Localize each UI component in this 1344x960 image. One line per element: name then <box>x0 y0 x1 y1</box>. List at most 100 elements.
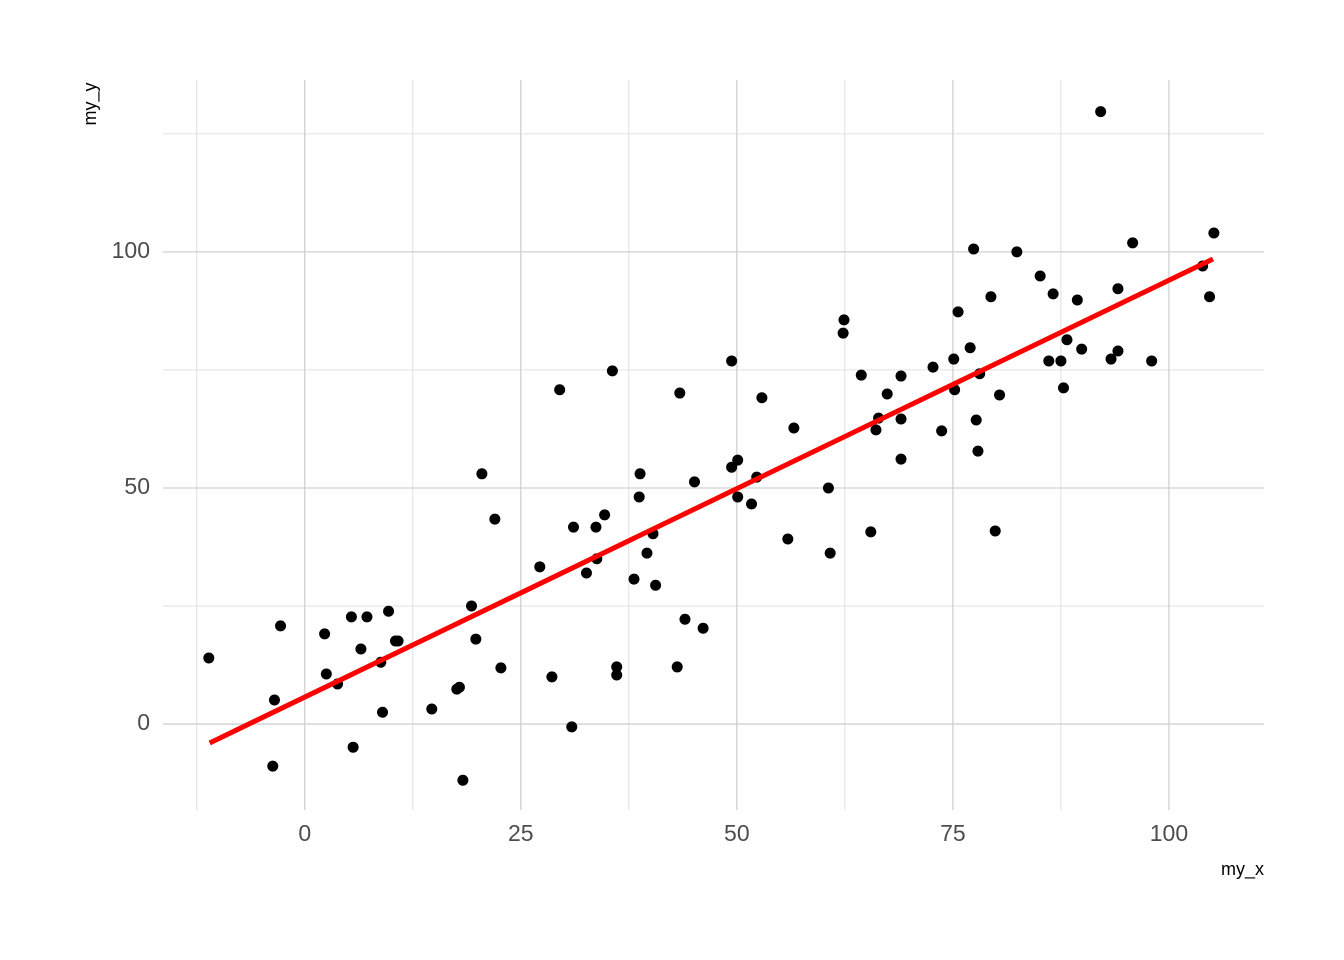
point <box>674 387 686 399</box>
point <box>546 671 558 683</box>
point <box>275 620 287 632</box>
point <box>895 453 907 465</box>
point <box>895 413 907 425</box>
point <box>936 425 948 437</box>
point <box>994 389 1006 401</box>
point <box>1047 288 1059 300</box>
point <box>476 468 488 480</box>
point <box>972 445 984 457</box>
fit-line <box>208 256 1215 746</box>
point <box>1112 345 1124 357</box>
point <box>641 547 653 559</box>
point <box>746 498 758 510</box>
point <box>838 314 850 326</box>
point <box>895 370 907 382</box>
point <box>489 513 501 525</box>
point <box>782 533 794 545</box>
y-axis-title: my_y <box>80 82 101 125</box>
point <box>870 424 882 436</box>
point <box>268 694 280 706</box>
y-tick-label: 50 <box>124 473 150 499</box>
point <box>383 605 395 617</box>
point <box>361 611 373 623</box>
point <box>634 468 646 480</box>
point <box>267 760 279 772</box>
point <box>599 509 611 521</box>
point <box>453 681 465 693</box>
point <box>534 561 546 573</box>
point <box>679 613 691 625</box>
point <box>1208 227 1220 239</box>
point <box>319 628 331 640</box>
point <box>426 703 438 715</box>
point <box>1076 343 1088 355</box>
point <box>554 384 566 396</box>
point <box>377 706 389 718</box>
point <box>347 741 359 753</box>
point <box>355 643 367 655</box>
point <box>1105 353 1117 365</box>
point <box>345 611 357 623</box>
point <box>1204 291 1216 303</box>
point <box>466 600 478 612</box>
point <box>628 573 640 585</box>
point <box>822 482 834 494</box>
point <box>457 774 469 786</box>
point <box>989 525 1001 537</box>
point <box>1011 246 1023 258</box>
x-axis-title: my_x <box>1221 859 1264 880</box>
point <box>697 622 709 634</box>
point <box>964 342 976 354</box>
point <box>1112 283 1124 295</box>
point <box>392 635 404 647</box>
point <box>688 476 700 488</box>
x-tick-label: 0 <box>298 820 311 846</box>
x-tick-label: 50 <box>724 820 750 846</box>
point <box>566 721 578 733</box>
point <box>320 668 332 680</box>
point <box>948 353 960 365</box>
point <box>567 521 579 533</box>
point <box>671 661 683 673</box>
point <box>952 306 964 318</box>
point <box>732 454 744 466</box>
point <box>1071 294 1083 306</box>
point <box>837 327 849 339</box>
y-tick-label: 0 <box>137 709 150 735</box>
x-tick-label: 25 <box>508 820 534 846</box>
point <box>726 355 738 367</box>
point <box>865 526 877 538</box>
point <box>611 669 623 681</box>
point <box>881 388 893 400</box>
point <box>1146 355 1158 367</box>
point <box>1061 334 1073 346</box>
point <box>1055 355 1067 367</box>
point <box>732 491 744 503</box>
point <box>985 291 997 303</box>
point <box>611 661 623 673</box>
point <box>650 579 662 591</box>
point <box>1043 355 1055 367</box>
point <box>606 365 618 377</box>
point <box>1095 106 1107 118</box>
x-tick-label: 100 <box>1150 820 1188 846</box>
point <box>580 567 592 579</box>
point <box>1058 382 1070 394</box>
point <box>203 652 215 664</box>
point <box>927 361 939 373</box>
point <box>788 422 800 434</box>
point <box>1034 270 1046 282</box>
point <box>756 392 768 404</box>
point <box>970 414 982 426</box>
point <box>590 521 602 533</box>
point <box>1127 237 1139 249</box>
point <box>470 633 482 645</box>
x-tick-label: 75 <box>940 820 966 846</box>
point <box>633 491 645 503</box>
point <box>855 369 867 381</box>
point <box>824 547 836 559</box>
point <box>495 662 507 674</box>
point <box>968 243 980 255</box>
